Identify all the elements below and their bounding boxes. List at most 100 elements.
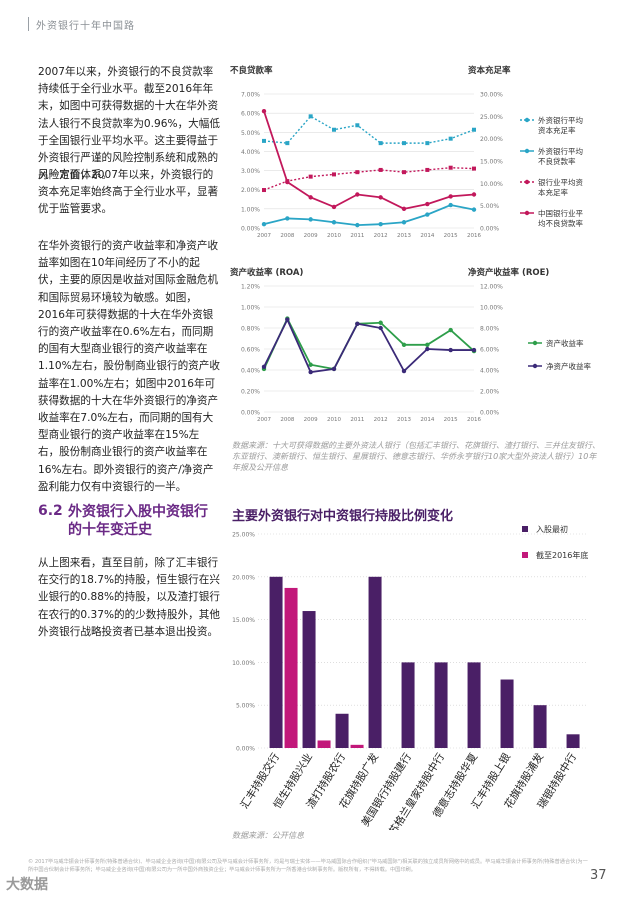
x-tick-label: 2015 [444,233,458,239]
data-point [401,368,407,374]
chart1-right-axis-title: 资本充足率 [468,65,511,76]
y-right-tick-label: 0.00% [480,226,499,233]
data-point [378,141,383,146]
data-point [355,170,360,175]
legend-label: 净资产收益率 [546,361,591,371]
legend-marker [532,340,538,346]
data-point [332,127,336,132]
y-right-tick-label: 6.00% [480,347,499,354]
data-point [285,141,290,146]
y-tick-label: 0.00% [241,226,260,233]
data-point [378,195,383,200]
bar [317,740,331,748]
data-point [308,362,313,367]
legend-label: 不良贷款率 [538,156,576,166]
data-point [471,207,477,212]
data-point [471,347,477,353]
x-tick-label: 2011 [350,417,364,423]
paragraph-stakes: 从上图来看，直至目前，除了汇丰银行在交行的18.7%的持股，恒生银行在兴业银行的… [38,557,220,638]
data-point [401,342,407,347]
data-point [378,325,383,331]
page-number: 37 [590,868,607,883]
x-tick-label: 2007 [257,417,271,423]
x-tick-label: 2015 [444,417,458,423]
bar [533,705,547,748]
data-point [331,204,337,210]
x-tick-label: 2008 [280,417,294,423]
paragraph-car: 另一方面，2007年以来，外资银行的资本充足率始终高于全行业水平，显著优于监管要… [38,169,219,216]
roa-roe-chart: 资产收益率 (ROA) 净资产收益率 (ROE) 0.00% 0.20% 0.40%… [230,267,591,423]
section-title: 外资银行入股中资银行的十年变迁史 [68,504,208,538]
y-tick-label: 3.00% [241,168,260,175]
x-tick-label: 2012 [374,417,388,423]
bar [302,611,316,748]
data-point [448,202,453,208]
chart1-left-axis-title: 不良贷款率 [230,65,273,76]
bar [269,576,283,748]
y-right-tick-label: 5.00% [480,203,499,210]
data-point [378,320,383,325]
data-point [262,188,266,193]
bar [284,587,298,748]
stake-bar-chart: 0.00%5.00%10.00%15.00%20.00%25.00%汇丰持股交行… [232,524,588,830]
bar [401,662,415,748]
y-right-tick-label: 0.00% [480,410,499,417]
y-tick-label: 0.00% [241,410,260,417]
data-point [355,123,360,128]
paragraph-npl: 2007年以来，外资银行的不良贷款率持续低于全行业水平。截至2016年年末，如图… [38,66,220,182]
data-point [471,192,477,197]
watermark-logo: 大数据 [6,877,48,893]
data-point [402,141,406,146]
bar [500,679,514,748]
data-point [285,179,290,185]
data-point [425,342,430,347]
data-point [401,220,407,225]
data-point [355,222,360,228]
y-right-tick-label: 10.00% [480,181,503,188]
data-point [331,366,337,372]
data-point [401,206,407,212]
y-tick-label: 0.60% [241,347,260,354]
data-point [425,201,430,207]
data-point [448,327,453,333]
y-tick-label: 20.00% [232,574,255,581]
y-tick-label: 0.40% [241,368,260,375]
y-tick-label: 15.00% [232,617,255,624]
npl-car-chart: 不良贷款率 资本充足率 0.00% 1.00% 2.00% 3.00% 4.00% 5.0… [230,65,583,239]
footer-disclaimer: © 2017毕马威华振会计师事务所(特殊普通合伙)、毕马威企业咨询(中国)有限公… [28,859,588,873]
x-tick-label: 2013 [397,417,411,423]
data-point [355,321,360,326]
section-number: 6.2 [38,503,63,519]
legend-swatch [522,526,528,532]
chart2-source-note: 数据来源：十大可获得数据的主要外资法人银行（包括汇丰银行、花旗银行、渣打银行、三… [232,441,600,472]
y-tick-label: 0.00% [236,746,255,753]
chart3-source-note: 数据来源：公开信息 [232,831,304,840]
legend-label: 本充足率 [538,187,568,197]
data-point [308,174,313,179]
data-point [425,141,430,146]
data-point [332,172,336,177]
bar [368,576,382,748]
data-point [308,114,313,119]
data-point [261,221,267,227]
y-right-tick-label: 4.00% [480,368,499,375]
y-right-tick-label: 8.00% [480,326,499,333]
series-line [263,317,474,374]
x-tick-label: 2016 [467,417,481,423]
x-tick-label: 2008 [280,233,294,239]
data-point [261,364,267,370]
x-tick-label: 2012 [374,233,388,239]
x-tick-label: 2016 [467,233,481,239]
y-right-tick-label: 25.00% [480,114,503,121]
legend-marker [524,179,530,185]
y-tick-label: 25.00% [232,532,255,539]
legend-label: 中国银行业平 [538,208,583,218]
y-tick-label: 4.00% [241,149,260,156]
y-right-tick-label: 12.00% [480,284,503,291]
header-title: 外资银行十年中国路 [36,21,135,32]
x-tick-label: 2013 [397,233,411,239]
legend-label: 均不良贷款率 [538,218,583,228]
data-point [262,138,266,143]
x-tick-label: 2007 [257,233,271,239]
y-tick-label: 7.00% [241,92,260,99]
